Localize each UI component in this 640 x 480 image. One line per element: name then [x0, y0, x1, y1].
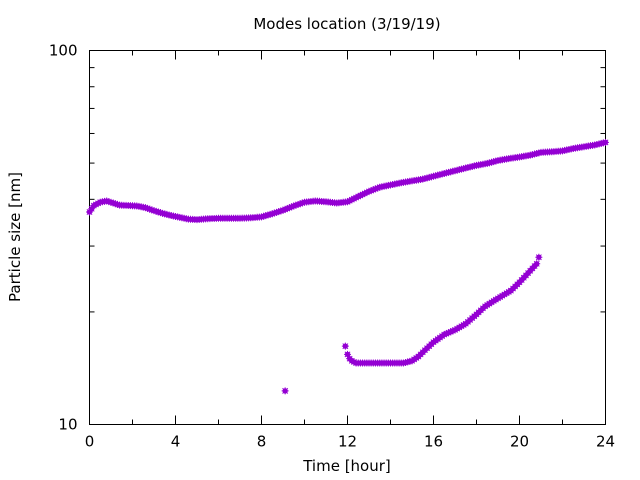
data-point [602, 138, 609, 146]
y-axis-label: Particle size [nm] [6, 172, 24, 302]
y-tick-label: 100 [49, 42, 78, 60]
x-tick-label: 8 [257, 433, 267, 451]
axis-ticks [89, 50, 606, 425]
x-tick-label: 4 [171, 433, 181, 451]
x-tick-label: 12 [338, 433, 357, 451]
data-point-star [602, 138, 609, 146]
x-tick-label: 24 [596, 433, 615, 451]
x-tick-label: 16 [424, 433, 443, 451]
data-point [535, 253, 543, 261]
data-point [344, 350, 351, 358]
x-tick-label: 0 [85, 433, 95, 451]
y-tick-labels: 10 100 [49, 42, 78, 434]
data-point-star [281, 387, 289, 395]
chart-title: Modes location (3/19/19) [253, 15, 440, 33]
data-point-star [86, 208, 93, 216]
data-point [533, 260, 541, 268]
data-point-star [533, 260, 541, 268]
x-tick-labels: 0 4 8 12 16 20 24 [85, 433, 615, 451]
x-tick-label: 20 [510, 433, 529, 451]
data-point-star [341, 342, 349, 350]
data-points [86, 138, 609, 395]
data-point [341, 342, 349, 350]
data-point-star [535, 253, 543, 261]
y-tick-label: 10 [58, 416, 77, 434]
data-point-star [88, 205, 96, 213]
x-axis-label: Time [hour] [302, 457, 391, 475]
data-point [281, 387, 289, 395]
data-point-star [344, 350, 351, 358]
